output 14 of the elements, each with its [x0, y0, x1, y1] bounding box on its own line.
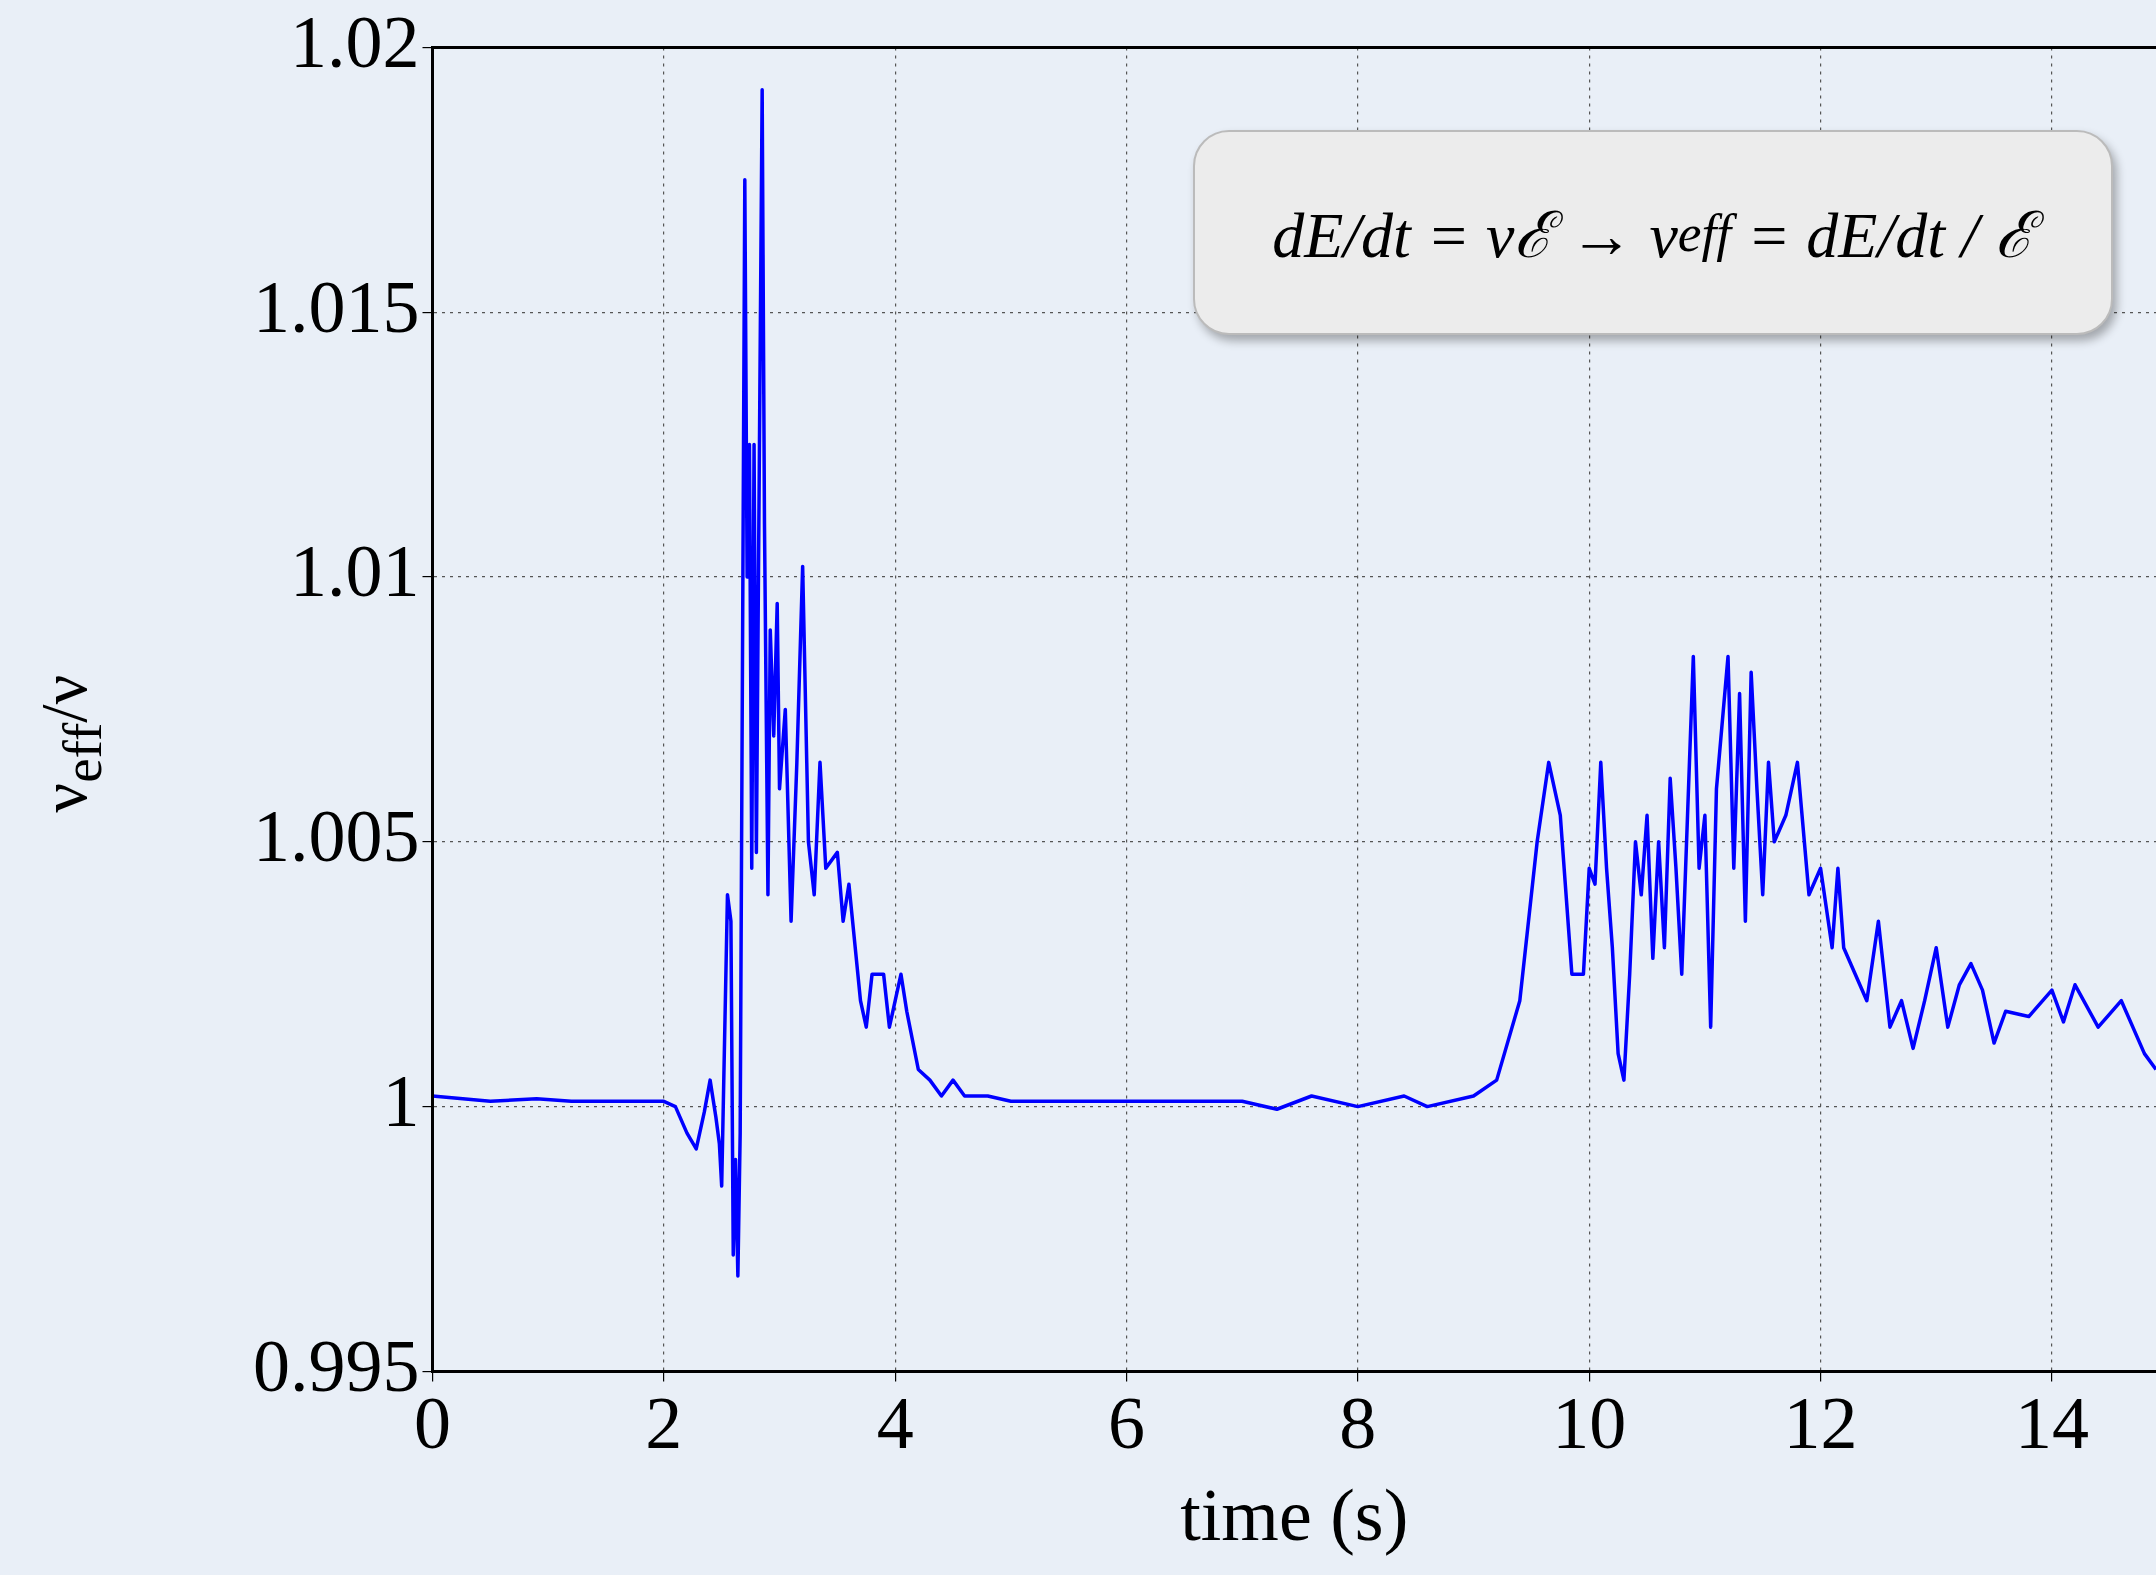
- x-tick-label: 4: [876, 1382, 914, 1465]
- y-tick-label: 1.01: [290, 530, 420, 613]
- x-tick-label: 8: [1339, 1382, 1377, 1465]
- x-tick-label: 10: [1552, 1382, 1627, 1465]
- y-tick-label: 1: [382, 1060, 420, 1143]
- x-tick-label: 6: [1108, 1382, 1146, 1465]
- x-tick-label: 2: [645, 1382, 683, 1465]
- y-tick-label: 1.005: [253, 795, 420, 878]
- x-axis-title: time (s): [1180, 1474, 1409, 1557]
- x-tick-label: 14: [2014, 1382, 2089, 1465]
- y-tick-label: 0.995: [253, 1324, 420, 1407]
- y-tick-label: 1.015: [253, 265, 420, 348]
- y-tick-label: 1.02: [290, 0, 420, 83]
- x-tick-label: 12: [1783, 1382, 1858, 1465]
